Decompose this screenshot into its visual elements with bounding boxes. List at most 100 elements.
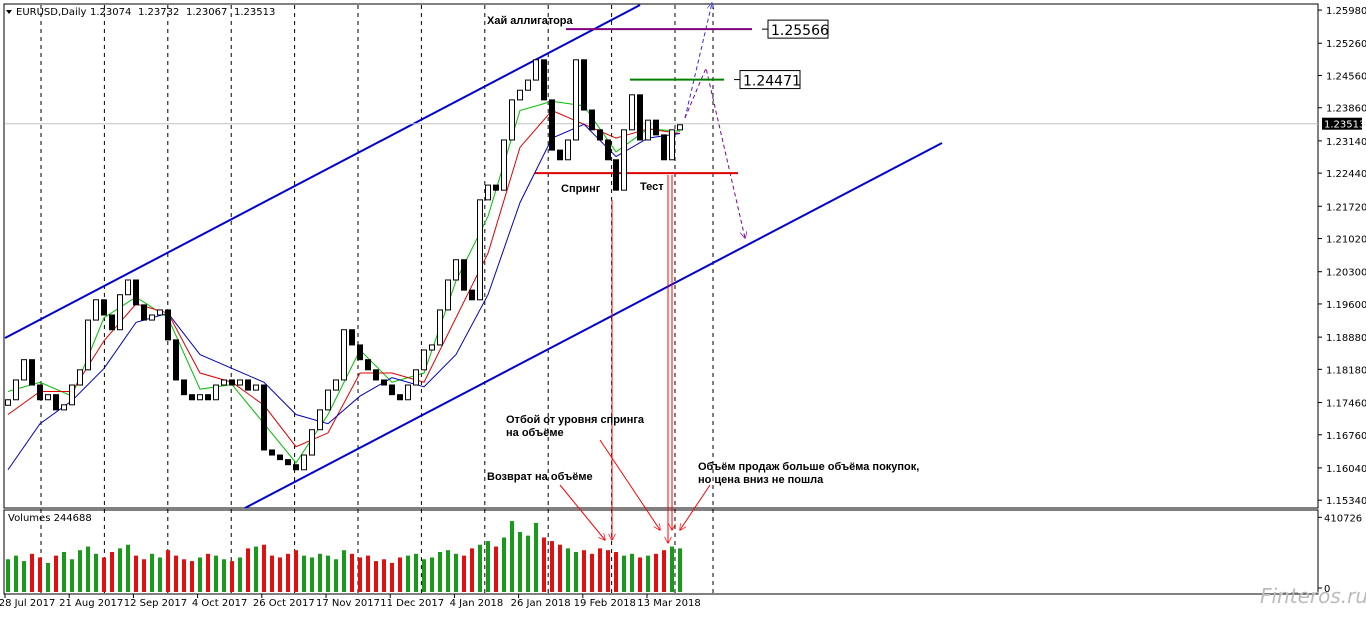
- candle: [341, 329, 347, 381]
- volume-bar: [630, 553, 634, 592]
- v-tick-label: 0: [1324, 584, 1330, 595]
- ohlc-value: 1.23067: [186, 7, 227, 18]
- volume-bar: [246, 548, 250, 592]
- volume-bar: [286, 553, 290, 592]
- candle: [573, 59, 579, 141]
- candle: [61, 404, 67, 411]
- y-tick-label: 1.17460: [1326, 399, 1366, 410]
- candle: [557, 149, 563, 161]
- candle: [461, 259, 467, 291]
- x-tick-label: 11 Dec 2017: [380, 598, 444, 609]
- volume-bar: [678, 548, 682, 592]
- candle: [637, 94, 643, 141]
- volume-bar: [542, 537, 546, 592]
- candle: [373, 369, 379, 381]
- volume-bar: [302, 555, 306, 592]
- volume-bar: [558, 544, 562, 592]
- candle: [381, 379, 387, 386]
- price-frame: [3, 3, 1319, 509]
- moving-average: [7, 100, 681, 464]
- candle: [53, 394, 59, 411]
- candle: [229, 379, 235, 386]
- volume-bar: [550, 541, 554, 592]
- volume-bar: [390, 562, 394, 592]
- candle: [397, 394, 403, 401]
- volume-bar: [270, 555, 274, 592]
- candle: [125, 279, 131, 296]
- volume-bar: [566, 548, 570, 592]
- volume-frame: [3, 509, 1319, 595]
- candle: [469, 289, 475, 301]
- arrow: [680, 484, 711, 530]
- symbol: EURUSD,Daily: [16, 7, 87, 18]
- candle: [165, 309, 171, 341]
- volume-bar: [158, 557, 162, 592]
- volume-bar: [150, 553, 154, 592]
- volume-bar: [326, 555, 330, 592]
- channel-lower: [244, 142, 943, 509]
- y-tick-label: 1.22440: [1326, 169, 1366, 180]
- candle: [501, 139, 507, 191]
- candle: [437, 309, 443, 346]
- arrow: [599, 439, 660, 530]
- current-price-label: 1.23513: [1324, 120, 1365, 131]
- x-tick-label: 19 Feb 2018: [574, 598, 636, 609]
- y-tick-label: 1.19600: [1326, 300, 1366, 311]
- candle: [5, 399, 11, 406]
- candle: [661, 134, 667, 161]
- volume-bar: [78, 550, 82, 592]
- x-tick-label: 26 Oct 2017: [253, 598, 315, 609]
- y-tick-label: 1.21020: [1326, 235, 1366, 246]
- y-tick-label: 1.18880: [1326, 333, 1366, 344]
- candle: [405, 384, 411, 401]
- candle: [613, 159, 619, 191]
- y-tick-label: 1.16760: [1326, 431, 1366, 442]
- volume-bar: [470, 548, 474, 592]
- ohlc-value: 1.23732: [138, 7, 179, 18]
- candle: [93, 299, 99, 321]
- volume-bar: [310, 557, 314, 592]
- volume-bar: [238, 557, 242, 592]
- y-tick-label: 1.18180: [1326, 365, 1366, 376]
- level-label: 1.24471: [743, 74, 801, 90]
- volume-bar: [526, 535, 530, 592]
- candle: [173, 339, 179, 381]
- current-price-box: [1322, 117, 1362, 130]
- volume-bar: [598, 548, 602, 592]
- candle: [213, 384, 219, 401]
- y-tick-label: 1.25260: [1326, 39, 1366, 50]
- candle: [565, 139, 571, 161]
- candle: [149, 314, 155, 321]
- candle: [21, 359, 27, 381]
- volume-bar: [446, 550, 450, 592]
- volume-bar: [406, 555, 410, 592]
- candle: [541, 59, 547, 101]
- x-tick-label: 13 Mar 2018: [637, 598, 700, 609]
- volume-bar: [30, 553, 34, 592]
- volume-bar: [534, 522, 538, 592]
- annotation: на объёме: [506, 427, 564, 439]
- header-marker: [6, 10, 12, 14]
- candle: [85, 319, 91, 371]
- candle: [669, 129, 675, 161]
- y-tick-label: 1.16040: [1326, 464, 1366, 475]
- y-tick-label: 1.15340: [1326, 496, 1366, 507]
- candle: [525, 79, 531, 91]
- v-tick-label: 410726: [1324, 513, 1362, 524]
- candle: [389, 384, 395, 396]
- volume-bar: [230, 561, 234, 592]
- annotation: Отбой от уровня спринга: [506, 414, 645, 426]
- candle: [517, 89, 523, 101]
- candle: [261, 384, 267, 451]
- arrow: [559, 484, 605, 540]
- volume-bar: [214, 555, 218, 592]
- annotation: Спринг: [561, 183, 601, 195]
- volume-bar: [190, 561, 194, 592]
- volume-bar: [318, 553, 322, 592]
- candle: [237, 379, 243, 386]
- volume-bar: [278, 557, 282, 592]
- candle: [37, 384, 43, 401]
- volume-bar: [414, 553, 418, 592]
